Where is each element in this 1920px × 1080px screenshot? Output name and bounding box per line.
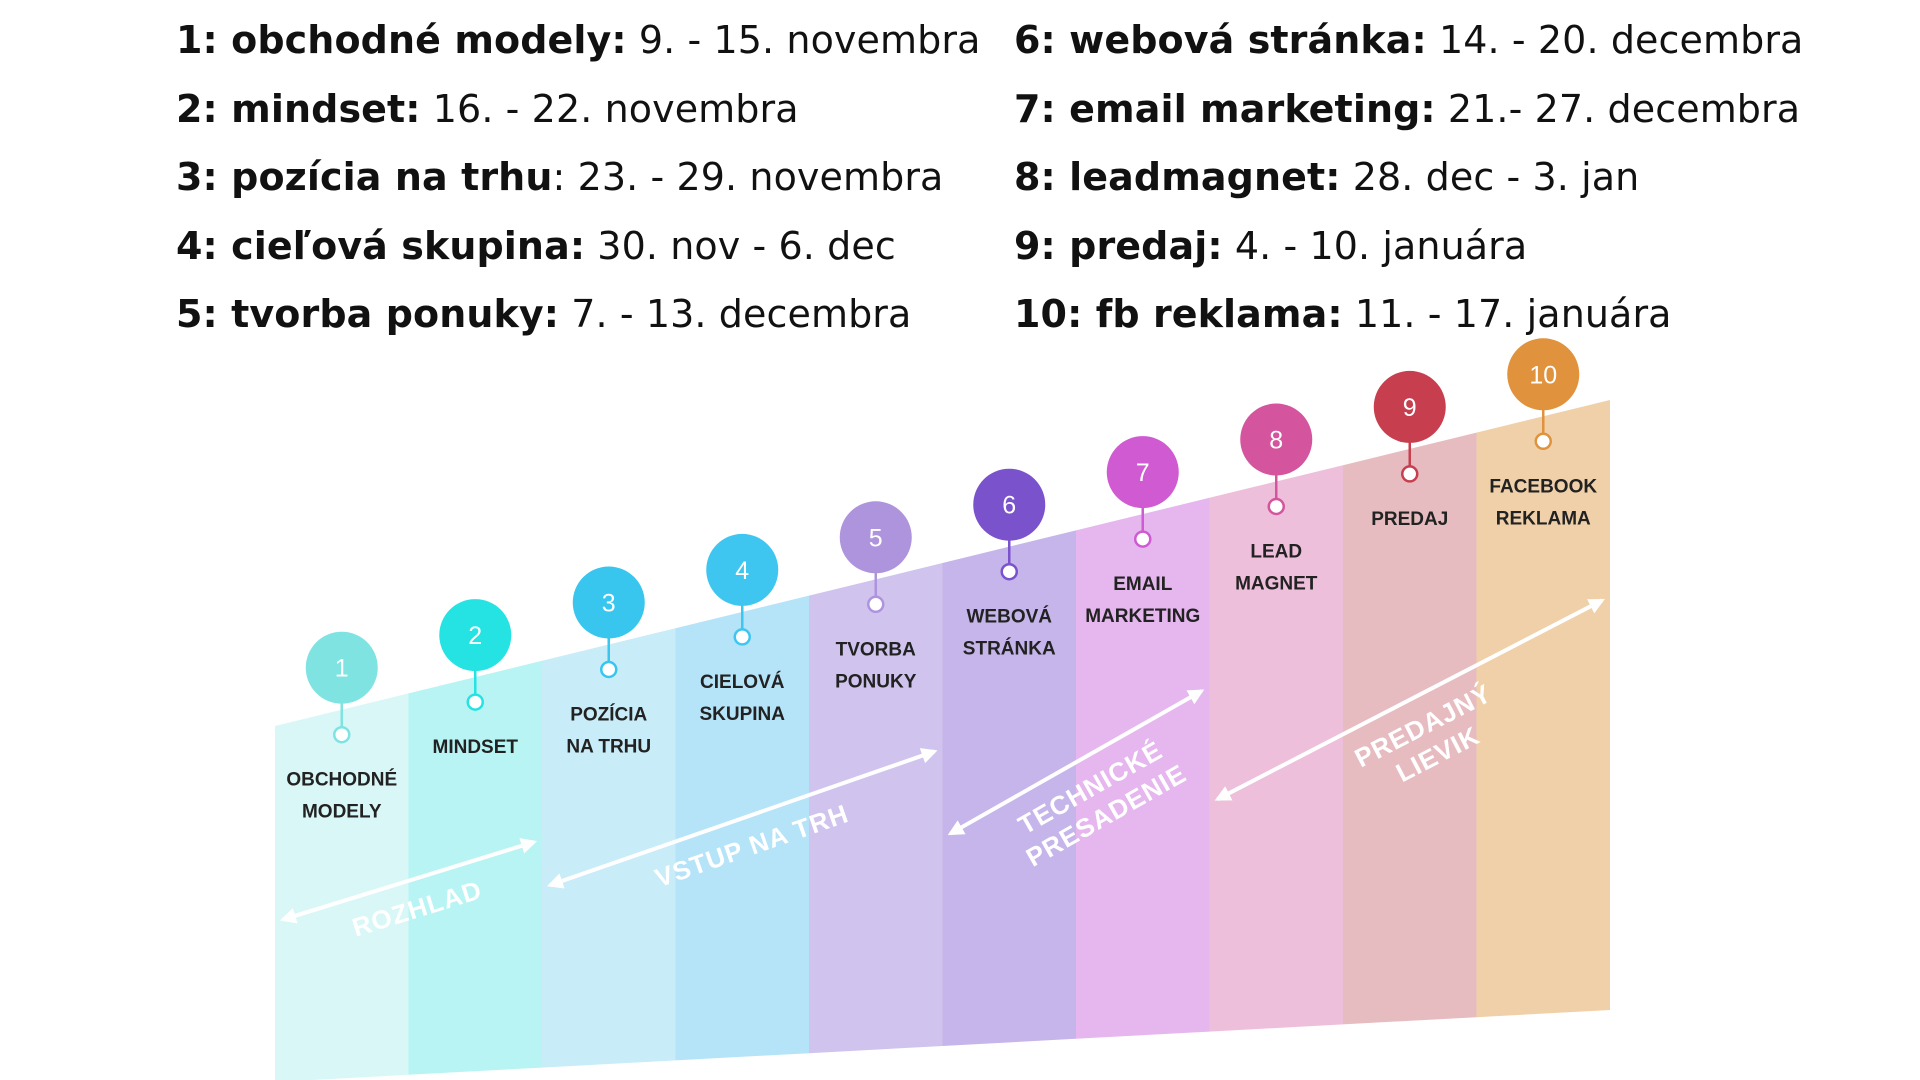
stage-marker: 7 EMAIL MARKETING (1085, 436, 1200, 627)
stage-label: PONUKY (835, 671, 917, 692)
stage-label: POZÍCIA (570, 704, 647, 726)
schedule-dates: : 23. - 29. novembra (552, 155, 944, 199)
schedule-title: 6: webová stránka: (1014, 18, 1427, 62)
stage-label: EMAIL (1113, 574, 1173, 595)
stage-number: 8 (1269, 427, 1283, 455)
stage-number: 4 (735, 557, 749, 585)
schedule-title: 5: tvorba ponuky: (176, 292, 560, 336)
stage-label: CIELOVÁ (700, 671, 785, 693)
stage-number: 5 (869, 524, 883, 552)
schedule-row: 5: tvorba ponuky: 7. - 13. decembra (176, 288, 980, 357)
schedule-column-left: 1: obchodné modely: 9. - 15. novembra 2:… (176, 14, 980, 357)
stage-number: 9 (1403, 394, 1417, 422)
stage-label: LEAD (1250, 542, 1302, 563)
stage-pin-dot (1267, 497, 1285, 516)
stage-label: NA TRHU (566, 737, 651, 758)
stage-markers: 1 OBCHODNÉ MODELY 2 MINDSET 3 POZÍCIA NA TRHU 4 C… (286, 338, 1597, 823)
stage-marker: 6 WEBOVÁ STRÁNKA (963, 468, 1056, 660)
stage-number-circle (973, 468, 1046, 541)
schedule-dates: 9. - 15. novembra (626, 18, 981, 62)
stage-band (408, 660, 542, 1075)
schedule-row: 10: fb reklama: 11. - 17. januára (1014, 288, 1803, 357)
schedule-dates: 4. - 10. januára (1222, 223, 1528, 268)
stage-number-circle (1507, 338, 1580, 411)
stage-number-circle (1240, 403, 1313, 476)
schedule-title: 1: obchodné modely: (176, 18, 627, 62)
schedule-dates: 28. dec - 3. jan (1340, 155, 1640, 199)
stage-label: WEBOVÁ (967, 606, 1053, 628)
stage-number-circle (305, 631, 378, 704)
stage-label: REKLAMA (1496, 508, 1591, 529)
stage-label: MINDSET (433, 737, 519, 758)
schedule-row: 9: predaj: 4. - 10. januára (1014, 220, 1803, 289)
stage-pin-dot (867, 595, 885, 614)
schedule-row: 1: obchodné modely: 9. - 15. novembra (176, 14, 980, 83)
schedule-row: 2: mindset: 16. - 22. novembra (176, 83, 980, 152)
schedule-title: 7: email marketing: (1014, 86, 1436, 131)
stage-marker: 10 FACEBOOK REKLAMA (1489, 338, 1597, 529)
schedule-title: 3: pozícia na trhu (176, 155, 553, 199)
stage-number: 1 (335, 655, 349, 683)
phase-arrow (1214, 598, 1605, 801)
schedule-dates: 14. - 20. decembra (1426, 18, 1804, 62)
stage-marker: 4 CIELOVÁ SKUPINA (699, 533, 785, 725)
stage-number-circle (1106, 436, 1179, 509)
stage-marker: 5 TVORBA PONUKY (835, 501, 917, 692)
stage-pin-dot (1134, 530, 1152, 548)
stage-pin-dot (1534, 432, 1552, 451)
phase-arrow (947, 689, 1205, 836)
stage-label: MAGNET (1235, 574, 1318, 595)
stage-label: OBCHODNÉ (286, 769, 397, 791)
schedule-row: 4: cieľová skupina: 30. nov - 6. dec (176, 220, 980, 289)
schedule-title: 2: mindset: (176, 86, 421, 131)
stage-pin-dot (333, 725, 351, 744)
stage-pin-dot (466, 693, 484, 711)
stage-marker: 2 MINDSET (433, 599, 519, 758)
stage-pin-dot (1000, 562, 1018, 581)
schedule-row: 7: email marketing: 21.- 27. decembra (1014, 83, 1803, 152)
stage-pin-dot (733, 628, 751, 646)
stage-label: MARKETING (1085, 606, 1200, 627)
schedule-dates: 30. nov - 6. dec (585, 223, 896, 268)
schedule-title: 10: fb reklama: (1014, 292, 1343, 336)
schedule-row: 8: leadmagnet: 28. dec - 3. jan (1014, 151, 1803, 220)
schedule-dates: 16. - 22. novembra (420, 86, 799, 131)
stage-label: SKUPINA (699, 704, 785, 725)
stage-label: STRÁNKA (963, 638, 1056, 660)
schedule-dates: 21.- 27. decembra (1435, 86, 1801, 131)
stage-label: PREDAJ (1371, 509, 1448, 530)
stage-label: TVORBA (836, 639, 917, 660)
stage-marker: 1 OBCHODNÉ MODELY (286, 631, 397, 823)
schedule-row: 6: webová stránka: 14. - 20. decembra (1014, 14, 1803, 83)
schedule-dates: 11. - 17. januára (1342, 292, 1672, 336)
stage-number-circle (706, 533, 779, 606)
stage-label: FACEBOOK (1489, 476, 1597, 497)
stage-marker: 8 LEAD MAGNET (1235, 403, 1318, 595)
stage-number-circle (839, 501, 912, 574)
stage-marker: 9 PREDAJ (1371, 370, 1448, 530)
stage-pin-dot (1401, 465, 1419, 483)
stage-number: 6 (1002, 492, 1016, 520)
schedule: 1: obchodné modely: 9. - 15. novembra 2:… (176, 14, 1803, 344)
schedule-title: 4: cieľová skupina: (176, 223, 586, 268)
stage-number: 2 (468, 622, 482, 650)
schedule-column-right: 6: webová stránka: 14. - 20. decembra 7:… (1014, 14, 1803, 357)
schedule-row: 3: pozícia na trhu: 23. - 29. novembra (176, 151, 980, 220)
stage-number: 10 (1529, 361, 1557, 389)
stage-pin-dot (600, 660, 618, 679)
phase-arrow (279, 838, 538, 924)
schedule-dates: 7. - 13. decembra (559, 292, 912, 336)
stage-number-circle (1373, 370, 1446, 443)
stage-number: 7 (1136, 459, 1150, 487)
stage-number-circle (572, 566, 645, 639)
stage-number-circle (439, 599, 512, 672)
phase-arrow (546, 748, 938, 889)
stage-label: MODELY (302, 802, 382, 823)
schedule-title: 8: leadmagnet: (1014, 155, 1341, 199)
stage-number: 3 (602, 590, 616, 618)
schedule-title: 9: predaj: (1014, 223, 1223, 268)
